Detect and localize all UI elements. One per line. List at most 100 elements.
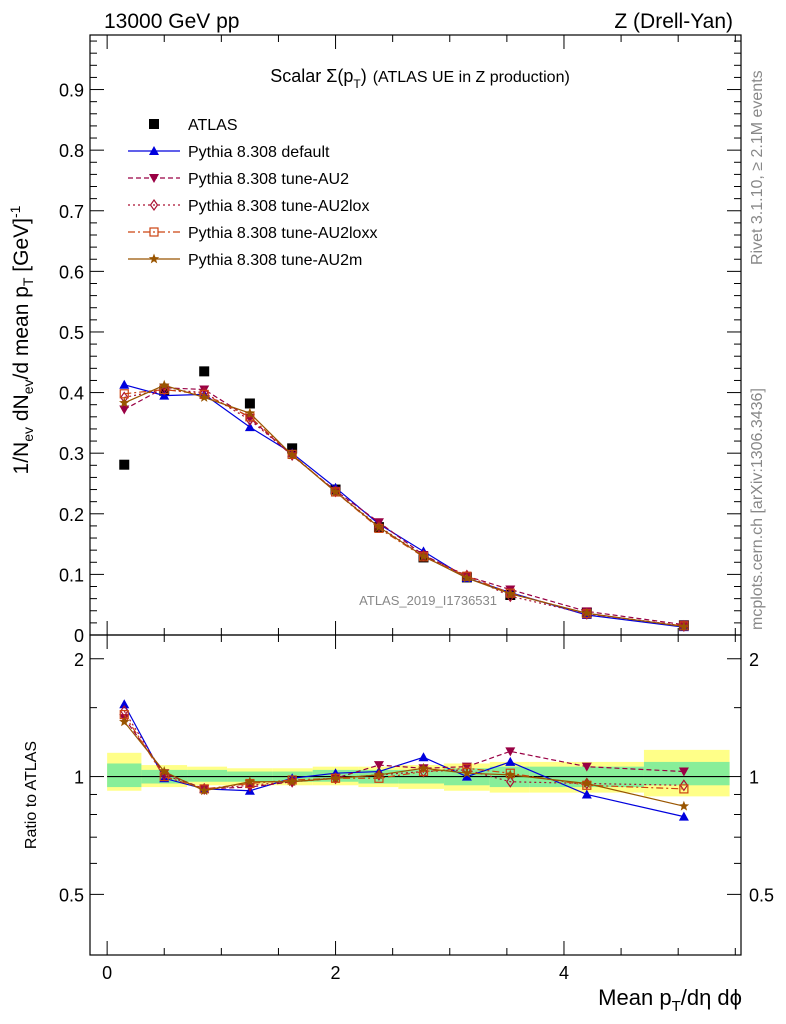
ratio-point [679,779,689,792]
data-point [199,391,210,402]
data-point [199,366,210,377]
ratio-point [199,782,209,795]
ratio-line [123,714,684,790]
ratio-point [199,785,210,796]
data-point [581,607,592,618]
legend-item: ATLAS [149,117,238,134]
x-tick-label: 4 [559,963,569,983]
data-point [119,397,130,408]
legend-item: Pythia 8.308 tune-AU2lox [128,198,369,215]
ratio-point [679,784,689,794]
y-tick-label: 0.7 [59,202,84,222]
data-point [244,398,255,409]
ratio-point [461,767,473,778]
y-tick-label: 0.6 [59,262,84,282]
ratio-line [123,703,685,818]
y-tick-label: 0.8 [59,141,84,161]
ratio-point [330,772,341,783]
ratio-y-tick-label: 2 [74,650,84,670]
legend-marker [148,253,160,264]
y-tick-label: 0.4 [59,384,84,404]
mcplots-label: mcplots.cern.ch [arXiv:1306.3436] [749,388,766,630]
data-point [286,449,298,460]
ratio-point [678,811,689,821]
legend-marker [149,119,159,129]
ratio-point [244,776,256,787]
ratio-point [461,762,472,772]
y-tick-label: 0.5 [59,323,84,343]
rivet-label: Rivet 3.1.10, ≥ 2.1M events [749,70,766,265]
ratio-y-tick-label-right: 2 [749,650,759,670]
x-tick-label: 2 [331,963,341,983]
ratio-point [373,761,384,771]
data-point [119,459,130,470]
uncertainty-band-green [187,769,228,782]
series-0 [119,366,689,631]
data-point [244,407,256,418]
series-line [123,387,684,626]
uncertainty-band-green [643,761,730,786]
data-point [119,405,130,415]
ratio-panel: 0.5 0.5 1 1 2 2 0 2 4 [59,634,774,983]
plot-title: Scalar Σ(pT) (ATLAS UE in Z production) [270,66,570,91]
series-line [124,384,684,628]
ratio-point [418,762,429,773]
ratio-ylabel: Ratio to ATLAS [23,741,40,849]
data-point [678,621,690,631]
data-point [330,486,341,497]
ratio-y-tick-label: 0.5 [59,885,84,905]
header-left: 13000 GeV pp [104,10,239,33]
legend-marker [149,227,159,237]
ratio-point [678,800,690,811]
ratio-point [119,716,130,727]
main-panel: ATLAS_2019_I1736531 Scalar Σ(pT) (ATLAS U… [59,34,742,646]
ratio-point [505,747,516,757]
legend: ATLAS Pythia 8.308 default Pythia 8.308 tu… [128,117,377,269]
y-tick-label: 0.9 [59,81,84,101]
legend-item: Pythia 8.308 default [128,144,330,161]
ratio-point [418,752,429,762]
main-ylabel: 1/Nev dNev/d mean pT [GeV]-1 [7,205,36,474]
ratio-line [123,717,684,790]
data-point [159,379,170,390]
ratio-point [373,769,385,780]
legend-label: Pythia 8.308 tune-AU2 [188,171,349,188]
data-point [679,619,689,632]
ratio-y-tick-label-right: 0.5 [749,885,774,905]
ratio-frame [89,634,742,956]
data-point [461,572,473,583]
y-tick-label: 0.2 [59,505,84,525]
ratio-point [286,776,298,787]
legend-item: Pythia 8.308 tune-AU2loxx [128,225,377,242]
series-line [124,388,684,627]
uncertainty-band-green [107,763,142,788]
legend-marker [149,174,159,183]
ratio-series-4 [119,716,690,811]
data-point [373,521,385,532]
legend-label: Pythia 8.308 tune-AU2lox [188,198,369,215]
series-5 [119,379,690,631]
ratio-point [505,769,516,780]
ratio-point [506,775,515,788]
data-point [418,550,429,561]
legend-item: Pythia 8.308 tune-AU2 [128,171,349,188]
ratio-point [119,699,130,709]
ratio-point [581,778,592,788]
header-right: Z (Drell-Yan) [614,10,733,33]
ratio-point [505,756,516,766]
legend-item: Pythia 8.308 tune-AU2m [128,252,362,269]
ratio-point [159,766,170,776]
legend-label: Pythia 8.308 default [188,144,330,161]
xlabel: Mean pT/dη dϕ [598,985,742,1015]
ratio-point [678,767,689,777]
ratio-y-tick-label-right: 1 [749,768,759,788]
y-tick-label: 0.1 [59,565,84,585]
y-tick-label: 0 [74,626,84,646]
series-line [124,384,684,628]
data-point [244,422,255,432]
legend-label: Pythia 8.308 tune-AU2loxx [188,225,377,242]
y-tick-label: 0.3 [59,444,84,464]
data-point [505,588,516,599]
ratio-series-0 [119,699,689,821]
